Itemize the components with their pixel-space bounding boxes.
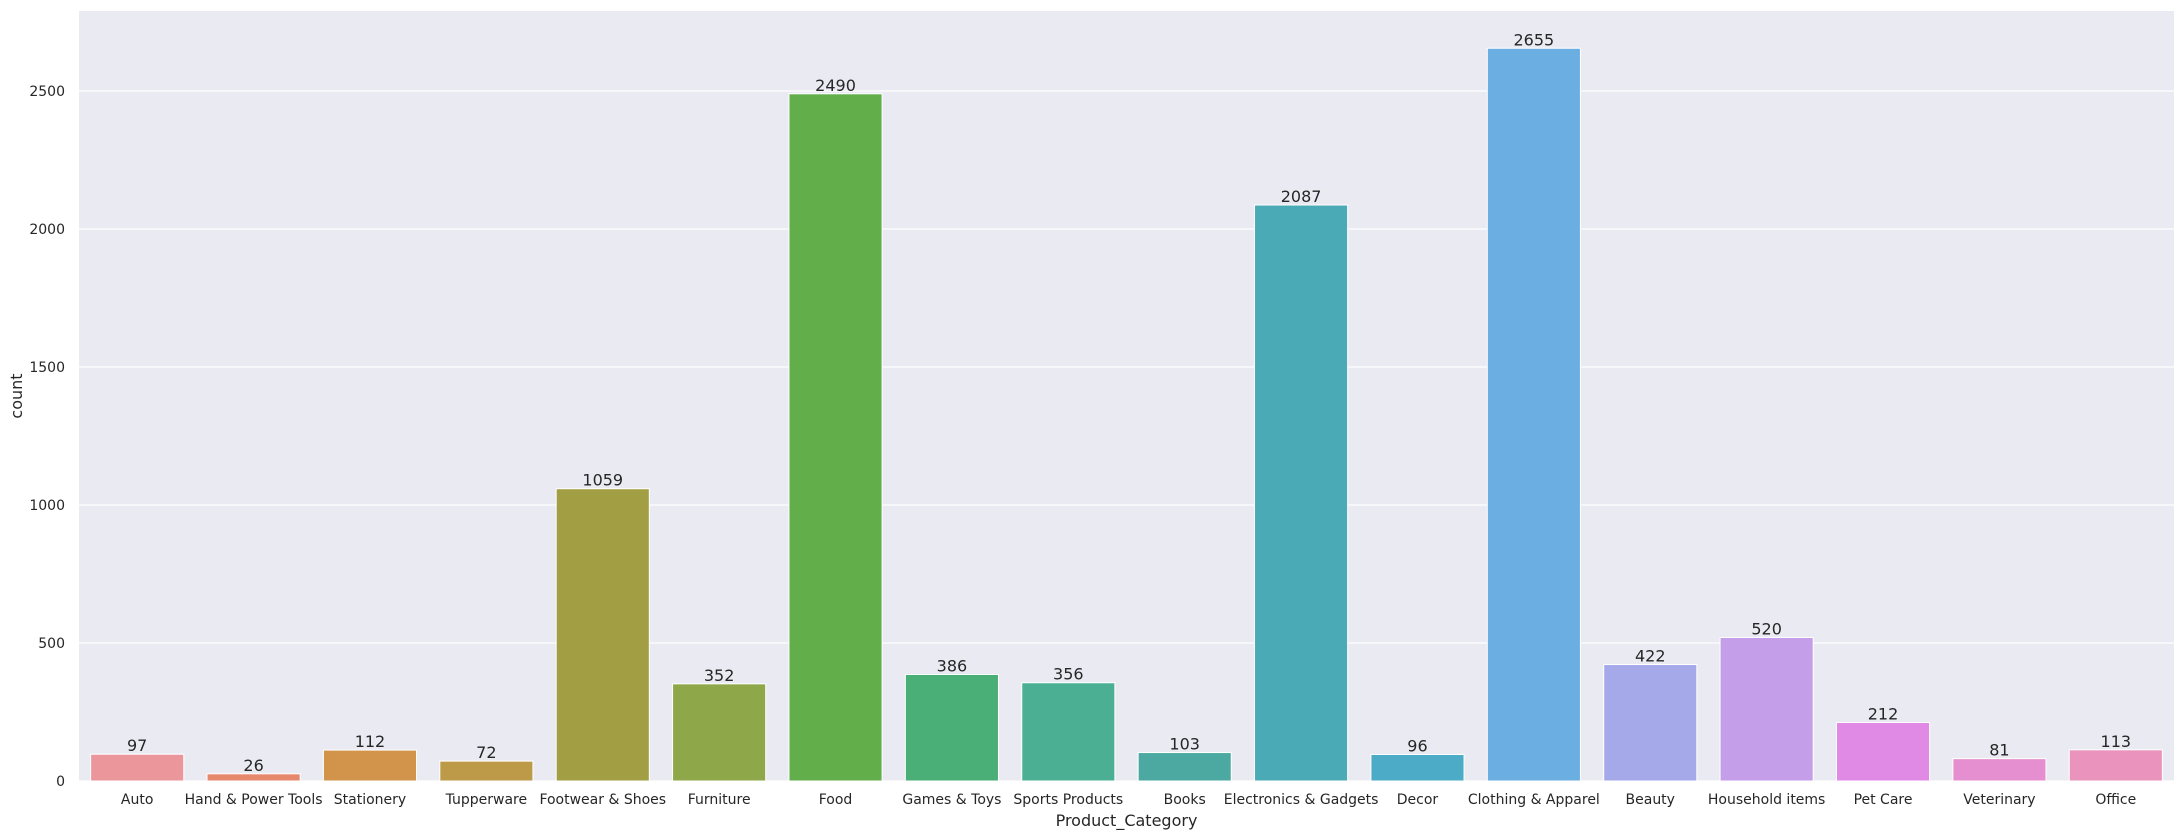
x-tick-label: Games & Toys xyxy=(902,792,1001,808)
y-tick-label: 1000 xyxy=(29,498,65,514)
x-tick-label: Clothing & Apparel xyxy=(1468,792,1600,808)
data-label: 212 xyxy=(1868,704,1899,723)
data-label: 386 xyxy=(937,656,968,675)
x-tick-label: Tupperware xyxy=(445,792,528,808)
bar xyxy=(788,93,883,782)
bar xyxy=(1137,752,1232,782)
data-label: 103 xyxy=(1169,735,1200,754)
x-tick-label: Office xyxy=(2095,792,2136,808)
data-label: 72 xyxy=(476,743,496,762)
bar xyxy=(672,683,767,782)
x-tick-label: Hand & Power Tools xyxy=(185,792,323,808)
data-label: 520 xyxy=(1751,619,1782,638)
y-tick-label: 500 xyxy=(38,636,65,652)
data-label: 113 xyxy=(2101,732,2132,751)
x-tick-label: Auto xyxy=(121,792,154,808)
gridlines xyxy=(79,90,2174,782)
plot-background xyxy=(79,11,2174,781)
bar xyxy=(322,749,418,782)
data-label: 1059 xyxy=(582,471,623,490)
data-label: 2087 xyxy=(1281,187,1322,206)
data-label: 81 xyxy=(1989,741,2009,760)
data-labels: 97 26 112 72 1059 352 2490 386 356 103 2087 96 2655 4… xyxy=(127,30,2131,775)
x-tick-label: Sports Products xyxy=(1013,792,1123,808)
bar xyxy=(2068,749,2163,782)
y-axis-label: count xyxy=(7,373,26,418)
data-label: 2490 xyxy=(815,76,856,95)
y-tick-label: 1500 xyxy=(29,360,65,376)
bar xyxy=(1370,754,1465,782)
y-tick-label: 2500 xyxy=(29,84,65,100)
data-label: 356 xyxy=(1053,665,1084,684)
bar xyxy=(1952,758,2047,782)
bar xyxy=(439,760,534,782)
data-label: 352 xyxy=(704,666,735,685)
x-tick-label: Furniture xyxy=(688,792,751,808)
y-tick-label: 0 xyxy=(56,774,65,790)
bars xyxy=(90,47,2163,782)
x-tick-label: Household items xyxy=(1708,792,1825,808)
x-tick-label: Food xyxy=(819,792,853,808)
x-tick-label: Decor xyxy=(1397,792,1439,808)
y-axis-ticks: 0 500 1000 1500 2000 2500 xyxy=(29,84,65,790)
bar xyxy=(1254,204,1349,782)
bar xyxy=(904,673,999,782)
x-tick-label: Footwear & Shoes xyxy=(539,792,666,808)
bar xyxy=(555,488,650,782)
bar xyxy=(1835,721,1931,782)
bar xyxy=(1603,664,1698,782)
data-label: 96 xyxy=(1407,737,1427,756)
data-label: 2655 xyxy=(1514,30,1555,49)
y-tick-label: 2000 xyxy=(29,222,65,238)
x-tick-label: Electronics & Gadgets xyxy=(1224,792,1379,808)
bar xyxy=(90,753,185,782)
data-label: 26 xyxy=(243,756,263,775)
x-axis-ticks: Auto Hand & Power Tools Stationery Tupperwa… xyxy=(121,792,2136,808)
bar xyxy=(1021,682,1116,782)
x-tick-label: Beauty xyxy=(1626,792,1675,808)
x-axis-label: Product_Category xyxy=(1056,811,1198,831)
x-tick-label: Veterinary xyxy=(1963,792,2035,808)
data-label: 97 xyxy=(127,736,147,755)
bar xyxy=(1486,47,1581,782)
x-tick-label: Stationery xyxy=(334,792,406,808)
data-label: 112 xyxy=(355,732,386,751)
bar xyxy=(1719,636,1814,782)
bar xyxy=(206,773,301,782)
x-tick-label: Books xyxy=(1164,792,1206,808)
x-tick-label: Pet Care xyxy=(1854,792,1913,808)
data-label: 422 xyxy=(1635,647,1666,666)
